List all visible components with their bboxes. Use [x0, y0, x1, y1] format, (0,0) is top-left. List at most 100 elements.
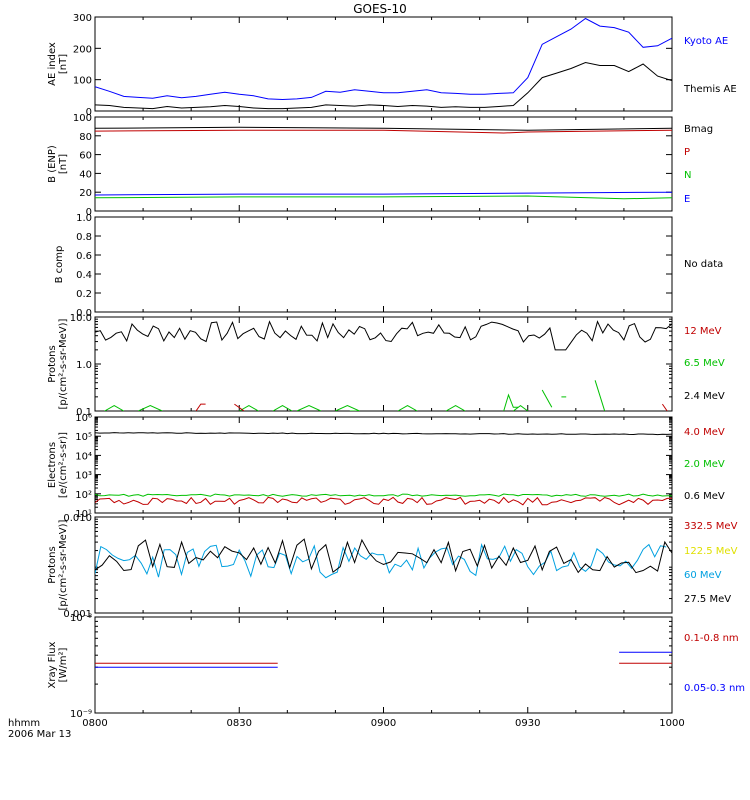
y-tick-label: 20: [79, 188, 92, 199]
panel-data: [95, 17, 672, 110]
series-2.0-mev: [95, 493, 672, 497]
series-6.5-mev: [397, 405, 418, 411]
series-6.5-mev: [594, 380, 606, 411]
legend-label: 0.6 MeV: [684, 491, 725, 502]
y-tick-label: 0.4: [76, 270, 92, 281]
series-6.5-mev: [239, 405, 259, 411]
legend-label: 122.5 MeV: [684, 546, 738, 557]
series-6.5-mev: [541, 389, 553, 408]
legend-label: 0.1-0.8 nm: [684, 633, 739, 644]
y-axis-label: [W/m²]: [58, 647, 69, 682]
x-tick-label: 1000: [659, 718, 684, 729]
legend-label: Kyoto AE: [684, 36, 728, 47]
panel-data: [95, 126, 672, 200]
y-tick-label: 10⁻⁹: [70, 709, 92, 720]
x-tick-label: 0800: [82, 718, 107, 729]
panel-data: [95, 538, 672, 579]
series-kyoto-ae: [95, 17, 672, 101]
series-6.5-mev: [445, 405, 466, 411]
y-tick-label: 0.2: [76, 289, 92, 300]
series-6.5-mev: [503, 393, 519, 411]
y-tick-label: 0: [86, 207, 92, 218]
legend-label: P: [684, 147, 690, 158]
series-e: [95, 191, 672, 196]
series-n: [95, 195, 672, 200]
series-6.5-mev: [335, 405, 360, 411]
x-tick-label: 0930: [515, 718, 540, 729]
panel-frame: [94, 16, 673, 112]
panel-bfield: 0 20 40 60 80 100 B (ENP) [nT] Bmag P N E: [47, 113, 713, 218]
y-tick-label: 60: [79, 151, 92, 162]
series-2.4-mev: [95, 320, 672, 351]
series-themis-ae: [95, 61, 672, 110]
y-tick-label: 200: [73, 44, 92, 55]
y-tick-label: 10²: [75, 490, 92, 501]
legend-label: 60 MeV: [684, 570, 722, 581]
y-tick-label: 10³: [75, 471, 92, 482]
y-tick-label: 10¹: [75, 509, 92, 520]
y-axis-label: AE index: [47, 42, 58, 86]
y-tick-label: 10⁵: [75, 432, 92, 443]
y-axis-label: Xray Flux: [47, 641, 58, 688]
series-4.0-mev: [95, 496, 672, 506]
legend-label: Bmag: [684, 124, 713, 135]
series-6.5-mev: [138, 405, 163, 411]
panel-data: [95, 432, 672, 506]
y-tick-label: 10.0: [70, 313, 92, 324]
panel-bcomp: 0.0 0.2 0.4 0.6 0.8 1.0 B comp No data: [54, 213, 723, 319]
legend-label: N: [684, 170, 691, 181]
y-axis-label: [e/(cm²-s-sr)]: [58, 432, 69, 498]
x-tick-label: 0830: [227, 718, 252, 729]
series-27.5-mev: [95, 538, 672, 574]
panel-data: [95, 651, 672, 668]
y-tick-label: 10⁶: [75, 413, 92, 424]
y-tick-label: 0.1: [76, 407, 92, 418]
series-p: [95, 129, 672, 134]
panel-frame: [94, 616, 673, 714]
y-tick-label: 0.001: [63, 609, 92, 620]
y-axis-label: Protons: [47, 546, 58, 583]
y-tick-label: 1.0: [76, 213, 92, 224]
y-axis-label: B comp: [54, 246, 65, 284]
y-tick-label: 80: [79, 132, 92, 143]
series-12-mev: [195, 403, 206, 411]
y-axis-label: [p/(cm²-s-sr-MeV)]: [58, 318, 69, 409]
y-tick-label: 40: [79, 169, 92, 180]
series-0.6-mev: [95, 432, 672, 436]
y-tick-label: 100: [73, 76, 92, 87]
legend-label: 6.5 MeV: [684, 358, 725, 369]
y-tick-label: 0.0: [76, 308, 92, 319]
panel-frame: [94, 316, 673, 412]
legend-label: 4.0 MeV: [684, 427, 725, 438]
y-axis-label: [nT]: [58, 54, 69, 74]
y-tick-label: 1.0: [76, 360, 92, 371]
y-tick-label: 0.8: [76, 232, 92, 243]
legend-label: Themis AE: [683, 84, 737, 95]
legend-label: 332.5 MeV: [684, 521, 738, 532]
y-tick-label: 10⁻⁸: [70, 613, 92, 624]
y-tick-label: 0: [86, 107, 92, 118]
panel-ae: 0 100 200 300 AE index [nT] Kyoto AE Themis AE: [47, 13, 737, 118]
panel-protons_high: 0.001 0.010 Protons [p/(cm²-s-sr-MeV)] 332.5…: [47, 513, 738, 620]
series-6.5-mev: [104, 405, 125, 411]
series-60-mev: [95, 543, 667, 579]
y-axis-label: [p/(cm²-s-sr-MeV)]: [58, 519, 69, 610]
panel-protons_low: 0.1 1.0 10.0 Protons [p/(cm²-s-sr-MeV)] 12 Me…: [47, 313, 725, 418]
series-12-mev: [234, 403, 245, 411]
panel-electrons: 10¹ 10² 10³ 10⁴ 10⁵ 10⁶ Electrons [e/(cm²-s-sr)…: [47, 413, 725, 520]
legend-label: 12 MeV: [684, 326, 722, 337]
legend-label: 0.05-0.3 nm: [684, 683, 745, 694]
series-6.5-mev: [296, 405, 322, 411]
legend-label: E: [684, 194, 690, 205]
series-bmag: [95, 126, 672, 131]
legend-label: No data: [684, 259, 723, 270]
y-tick-label: 100: [73, 113, 92, 124]
y-tick-label: 0.6: [76, 251, 92, 262]
y-axis-label: Electrons: [47, 442, 58, 488]
legend-label: 2.0 MeV: [684, 459, 725, 470]
y-axis-label: B (ENP): [47, 145, 58, 183]
x-tick-label: 0900: [371, 718, 396, 729]
series-6.5-mev: [272, 405, 293, 411]
chart-title: GOES-10: [353, 2, 407, 16]
